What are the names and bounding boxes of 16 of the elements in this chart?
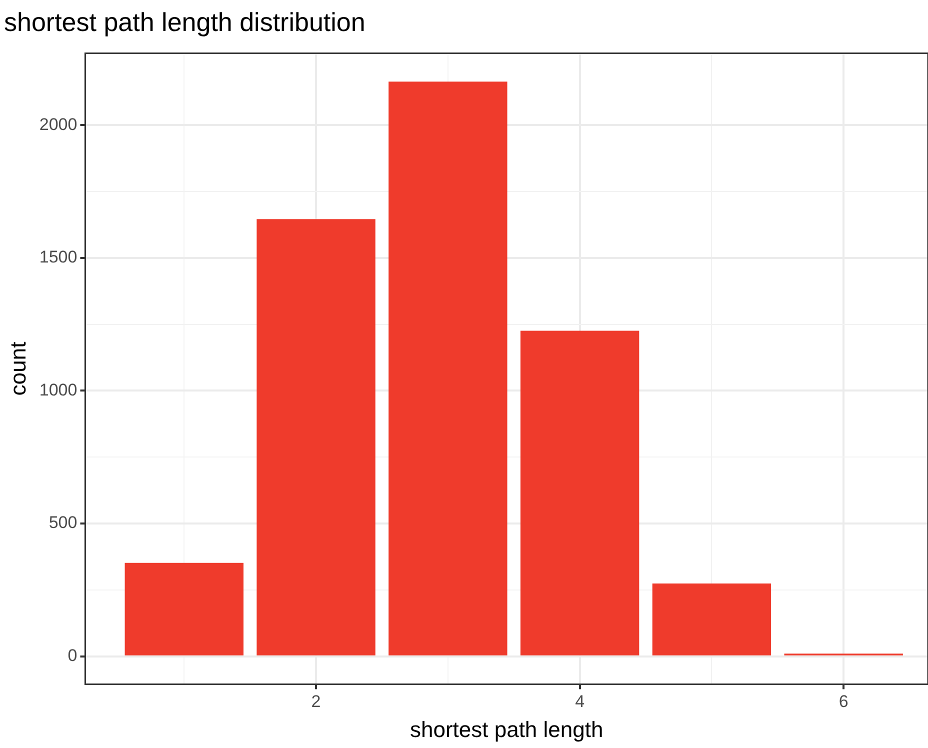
y-tick-label: 2000: [39, 114, 78, 134]
x-tick-label: 6: [838, 692, 848, 712]
chart-title: shortest path length distribution: [4, 6, 366, 37]
x-axis-title: shortest path length: [410, 716, 604, 742]
x-tick-label: 2: [311, 692, 321, 712]
x-tick-label: 4: [575, 692, 585, 712]
y-tick-label: 0: [68, 646, 78, 665]
y-axis-title: count: [5, 342, 30, 396]
y-tick-label: 500: [48, 513, 78, 532]
y-tick-label: 1000: [39, 380, 78, 400]
bar: [520, 330, 640, 656]
bar: [256, 219, 376, 656]
bar: [652, 584, 772, 656]
y-tick-label: 1500: [39, 248, 78, 267]
bar: [388, 82, 508, 656]
bar: [124, 562, 244, 656]
